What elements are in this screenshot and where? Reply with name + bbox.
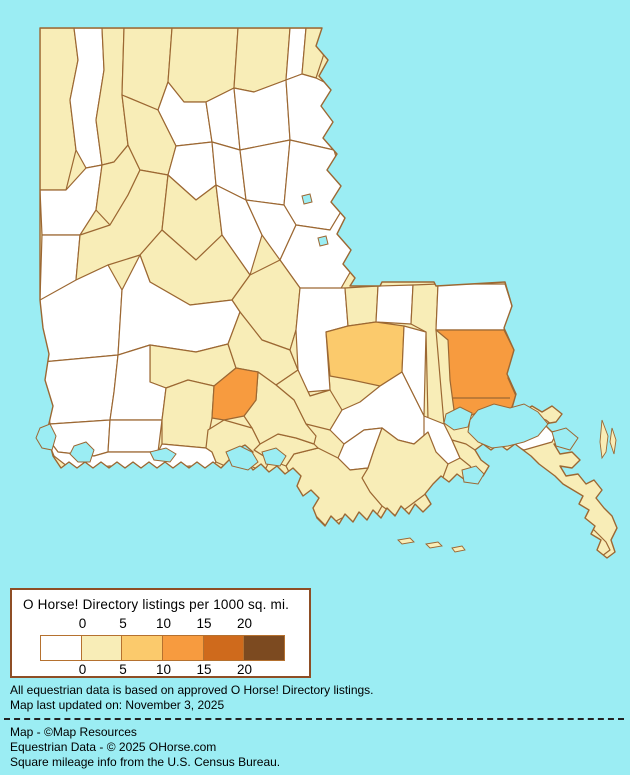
island-3 [397,537,415,545]
legend-swatch-15-20 [202,636,244,660]
footer-census-credit: Square mileage info from the U.S. Census… [10,755,281,769]
lake-4 [225,445,259,471]
parish-region-35[interactable] [375,284,414,325]
island-4 [425,541,443,549]
lake-2 [443,406,473,431]
lake-11 [317,235,329,247]
footer-data-credit: Equestrian Data - © 2025 OHorse.com [10,740,217,754]
parish-region-12[interactable] [285,73,341,151]
lake-8 [149,447,177,463]
footer-divider [4,718,624,720]
legend-tick-0: 0 [78,616,87,631]
island-1 [599,419,609,460]
legend-tick-15: 15 [196,616,212,631]
legend-ticks-bottom: 0 5 10 15 20 [12,662,309,678]
legend-tick-20: 20 [236,616,253,631]
parish-region-8[interactable] [301,28,333,79]
legend-box: O Horse! Directory listings per 1000 sq.… [10,588,311,678]
legend-tick-20: 20 [236,662,253,677]
footer-updated-note: Map last updated on: November 3, 2025 [10,698,225,712]
parish-region-56[interactable] [107,419,163,453]
legend-tick-5: 5 [119,662,127,677]
parish-region-53[interactable] [41,354,119,425]
legend-color-ramp [40,635,285,661]
legend-ticks-top: 0 5 10 15 20 [12,616,309,632]
legend-title: O Horse! Directory listings per 1000 sq.… [23,597,290,612]
parish-region-37[interactable] [435,283,513,331]
legend-swatch-0 [41,636,81,660]
lake-7 [35,423,57,451]
legend-swatch-0-5 [80,636,122,660]
parish-region-18[interactable] [239,139,291,206]
legend-tick-15: 15 [196,662,212,677]
parish-region-11[interactable] [233,79,291,151]
parish-region-34[interactable] [344,285,379,327]
lake-1 [467,403,549,449]
legend-tick-10: 10 [155,616,172,631]
parish-region-23[interactable] [215,184,263,276]
parish-region-39[interactable] [325,321,405,387]
lake-9 [461,465,485,485]
legend-tick-5: 5 [119,616,127,631]
legend-tick-0: 0 [78,662,87,677]
lake-6 [69,441,95,463]
legend-tick-10: 10 [155,662,172,677]
footer-map-credit: Map - ©Map Resources [10,725,137,739]
legend-swatch-10-15 [162,636,203,660]
island-5 [451,545,466,553]
legend-swatch-5-10 [121,636,163,660]
lake-5 [261,447,287,467]
parish-region-58[interactable] [211,367,259,421]
parish-region-57[interactable] [161,379,215,449]
lake-10 [301,193,313,205]
island-2 [609,427,617,455]
legend-swatch-20+ [243,636,285,660]
lake-3 [551,427,579,451]
footer-data-note: All equestrian data is based on approved… [10,683,374,697]
